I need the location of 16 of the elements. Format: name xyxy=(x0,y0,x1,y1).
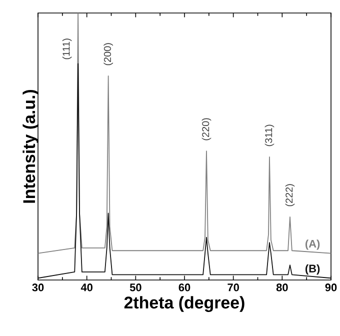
annotation: (222) xyxy=(285,184,295,206)
annotation: (311) xyxy=(264,124,274,146)
x-tick-label: 90 xyxy=(325,284,337,292)
annotation: (220) xyxy=(202,118,212,140)
x-tick-label: 30 xyxy=(32,284,44,292)
x-tick-label: 60 xyxy=(178,284,190,292)
annotation: (200) xyxy=(104,43,113,66)
x-tick-label: 80 xyxy=(276,284,288,292)
x-tick-label: 70 xyxy=(228,284,239,292)
annotation: (111) xyxy=(62,38,72,60)
x-tick-label: 50 xyxy=(130,284,142,292)
series-label: (B) xyxy=(305,264,320,275)
x-axis-title: 2theta (degree) xyxy=(124,296,244,312)
y-axis-title: Intensity (a.u.) xyxy=(22,90,38,203)
x-tick-label: 40 xyxy=(80,284,92,292)
series-label: (A) xyxy=(305,240,320,250)
